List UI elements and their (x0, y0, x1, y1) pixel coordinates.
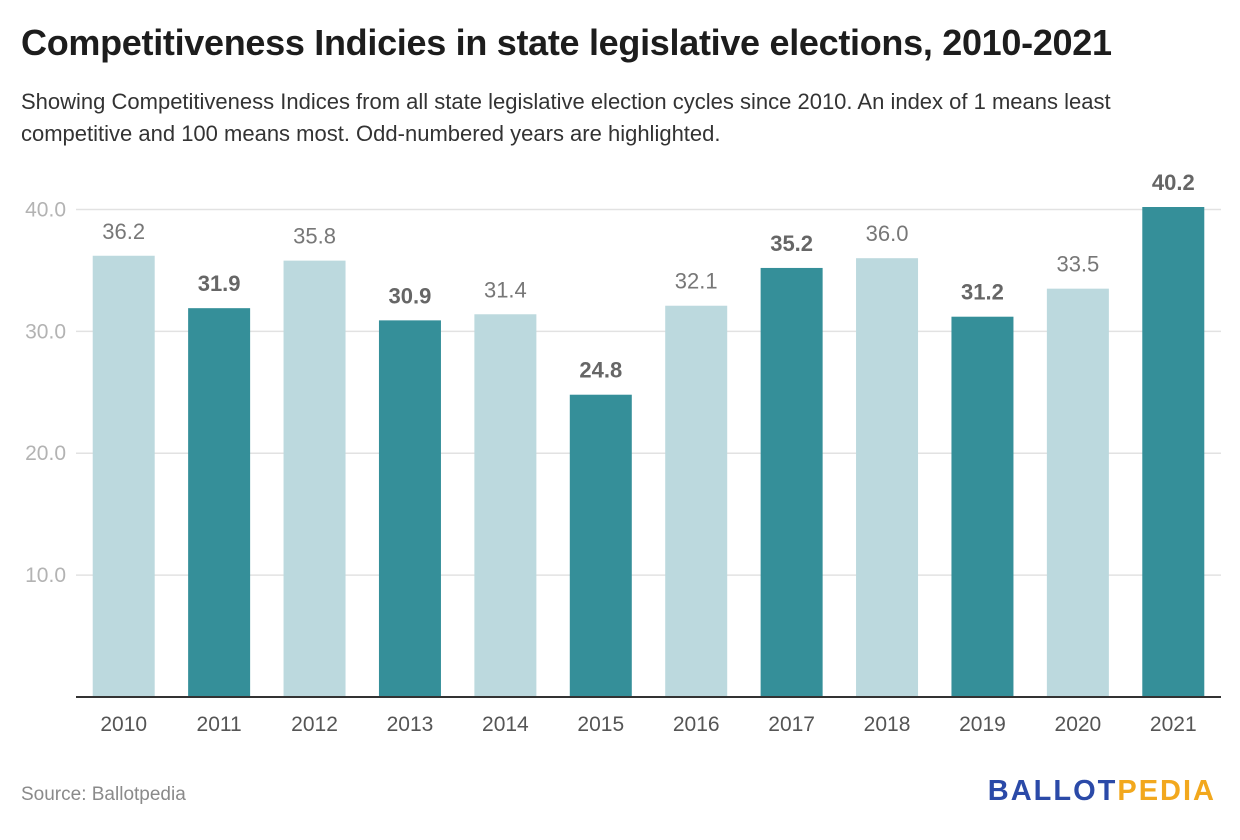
value-label: 31.4 (484, 277, 527, 302)
x-axis-ticks: 2010 2011 2012 2013 2014 2015 2016 2017 2018 2019… (100, 713, 1196, 736)
bar-chart: 10.0 20.0 30.0 40.0 36.2 31.9 35.8 30.9 31.4 24.… (25, 170, 1221, 736)
bar-2019[interactable] (951, 316, 1014, 697)
bar-2010[interactable] (92, 255, 155, 697)
value-label: 40.2 (1152, 170, 1195, 195)
x-tick-label: 2015 (577, 713, 624, 736)
value-label: 36.0 (866, 221, 909, 246)
bar-2017[interactable] (760, 267, 823, 697)
bar-2014[interactable] (474, 314, 537, 697)
x-tick-label: 2018 (864, 713, 911, 736)
x-tick-label: 2014 (482, 713, 529, 736)
bars (92, 207, 1205, 697)
value-label: 35.2 (770, 231, 813, 256)
value-label: 36.2 (102, 219, 145, 244)
value-labels: 36.2 31.9 35.8 30.9 31.4 24.8 32.1 35.2 36.0 31.2… (102, 170, 1194, 383)
x-tick-label: 2012 (291, 713, 338, 736)
y-tick-label: 30.0 (25, 320, 66, 343)
bar-2012[interactable] (283, 260, 346, 697)
value-label: 32.1 (675, 269, 718, 294)
value-label: 31.2 (961, 280, 1004, 305)
x-tick-label: 2020 (1055, 713, 1102, 736)
x-tick-label: 2017 (768, 713, 815, 736)
logo-part-pedia: PEDIA (1117, 775, 1216, 807)
y-tick-label: 40.0 (25, 198, 66, 221)
chart-subtitle: Showing Competitiveness Indices from all… (21, 89, 1111, 146)
ballotpedia-logo[interactable]: BALLOTPEDIA (988, 775, 1216, 808)
chart-title: Competitiveness Indicies in state legisl… (21, 22, 1112, 63)
x-tick-label: 2016 (673, 713, 720, 736)
bar-2015[interactable] (569, 394, 632, 697)
x-tick-label: 2011 (197, 713, 242, 736)
gridlines (76, 208, 1221, 576)
bar-2020[interactable] (1046, 288, 1109, 697)
y-tick-label: 20.0 (25, 442, 66, 465)
bar-2011[interactable] (188, 308, 251, 697)
y-axis-ticks: 10.0 20.0 30.0 40.0 (25, 198, 66, 587)
value-label: 35.8 (293, 224, 336, 249)
value-label: 30.9 (389, 283, 432, 308)
value-label: 24.8 (579, 358, 622, 383)
bar-2013[interactable] (378, 320, 441, 697)
bar-2021[interactable] (1142, 207, 1205, 697)
y-tick-label: 10.0 (25, 564, 66, 587)
value-label: 31.9 (198, 271, 241, 296)
x-tick-label: 2021 (1150, 713, 1197, 736)
x-tick-label: 2013 (387, 713, 434, 736)
bar-2016[interactable] (665, 305, 728, 697)
value-label: 33.5 (1056, 252, 1099, 277)
logo-part-ballot: BALLOT (987, 775, 1118, 807)
bar-2018[interactable] (856, 258, 919, 697)
x-tick-label: 2019 (959, 713, 1006, 736)
x-tick-label: 2010 (100, 713, 147, 736)
source-note: Source: Ballotpedia (21, 784, 186, 805)
